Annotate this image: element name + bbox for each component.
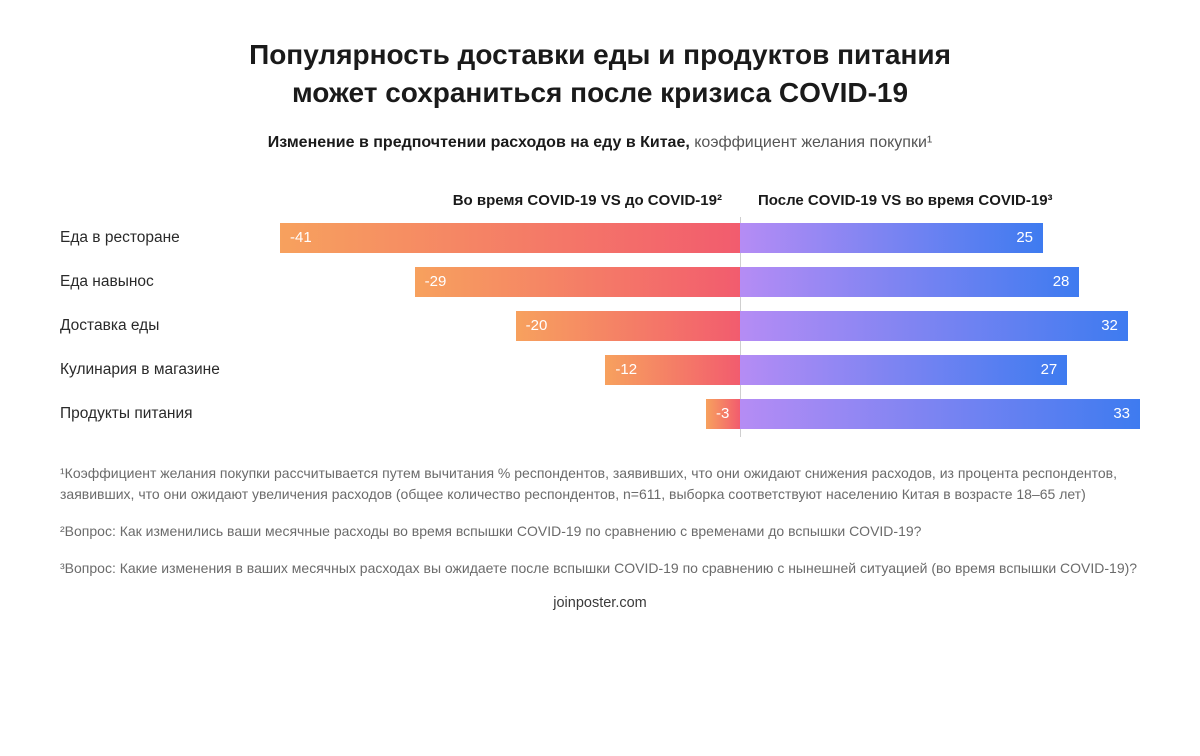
source-credit: joinposter.com	[60, 595, 1140, 611]
category-label: Продукты питания	[60, 405, 280, 423]
title-line-1: Популярность доставки еды и продуктов пи…	[249, 39, 951, 70]
chart-container: Популярность доставки еды и продуктов пи…	[0, 0, 1200, 631]
positive-value: 27	[1041, 361, 1058, 378]
positive-value: 28	[1053, 273, 1070, 290]
positive-bar: 32	[740, 311, 1128, 341]
diverging-bar-chart: Во время COVID-19 VS до COVID-19² После …	[60, 192, 1140, 429]
negative-value: -29	[425, 273, 447, 290]
positive-value: 32	[1101, 317, 1118, 334]
chart-row: Продукты питания -3 33	[60, 399, 1140, 429]
negative-bar: -41	[280, 223, 740, 253]
positive-bar: 25	[740, 223, 1043, 253]
negative-bar: -12	[605, 355, 740, 385]
positive-bar-area: 27	[740, 355, 1140, 385]
positive-value: 33	[1113, 405, 1130, 422]
negative-bar: -29	[415, 267, 740, 297]
title-line-2: может сохраниться после кризиса COVID-19	[292, 77, 908, 108]
chart-subtitle: Изменение в предпочтении расходов на еду…	[60, 134, 1140, 152]
positive-bar: 27	[740, 355, 1067, 385]
subtitle-light: коэффициент желания покупки¹	[694, 134, 932, 151]
negative-bar-area: -29	[280, 267, 740, 297]
category-label: Еда в ресторане	[60, 229, 280, 247]
positive-bar-area: 25	[740, 223, 1140, 253]
footnote-3: ³Вопрос: Какие изменения в ваших месячны…	[60, 558, 1140, 579]
chart-row: Еда в ресторане -41 25	[60, 223, 1140, 253]
negative-value: -3	[716, 405, 729, 422]
positive-bar-area: 32	[740, 311, 1140, 341]
chart-rows: Еда в ресторане -41 25 Еда навынос -29 28 Дост…	[60, 223, 1140, 429]
negative-bar-area: -20	[280, 311, 740, 341]
negative-value: -12	[615, 361, 637, 378]
footnote-2: ²Вопрос: Как изменились ваши месячные ра…	[60, 521, 1140, 542]
negative-value: -41	[290, 229, 312, 246]
chart-row: Доставка еды -20 32	[60, 311, 1140, 341]
chart-row: Кулинария в магазине -12 27	[60, 355, 1140, 385]
positive-bar: 28	[740, 267, 1079, 297]
category-label: Доставка еды	[60, 317, 280, 335]
footnotes: ¹Коэффициент желания покупки рассчитывае…	[60, 463, 1140, 579]
chart-title: Популярность доставки еды и продуктов пи…	[60, 36, 1140, 112]
category-label: Кулинария в магазине	[60, 361, 280, 379]
positive-value: 25	[1016, 229, 1033, 246]
column-headers: Во время COVID-19 VS до COVID-19² После …	[60, 192, 1140, 209]
negative-bar-area: -12	[280, 355, 740, 385]
positive-bar-area: 28	[740, 267, 1140, 297]
negative-bar-area: -41	[280, 223, 740, 253]
negative-bar: -3	[706, 399, 740, 429]
chart-row: Еда навынос -29 28	[60, 267, 1140, 297]
subtitle-bold: Изменение в предпочтении расходов на еду…	[268, 134, 694, 151]
negative-value: -20	[526, 317, 548, 334]
right-column-header: После COVID-19 VS во время COVID-19³	[740, 192, 1140, 209]
positive-bar: 33	[740, 399, 1140, 429]
negative-bar-area: -3	[280, 399, 740, 429]
footnote-1: ¹Коэффициент желания покупки рассчитывае…	[60, 463, 1140, 505]
left-column-header: Во время COVID-19 VS до COVID-19²	[280, 192, 740, 209]
header-spacer	[60, 192, 280, 209]
positive-bar-area: 33	[740, 399, 1140, 429]
negative-bar: -20	[516, 311, 740, 341]
category-label: Еда навынос	[60, 273, 280, 291]
